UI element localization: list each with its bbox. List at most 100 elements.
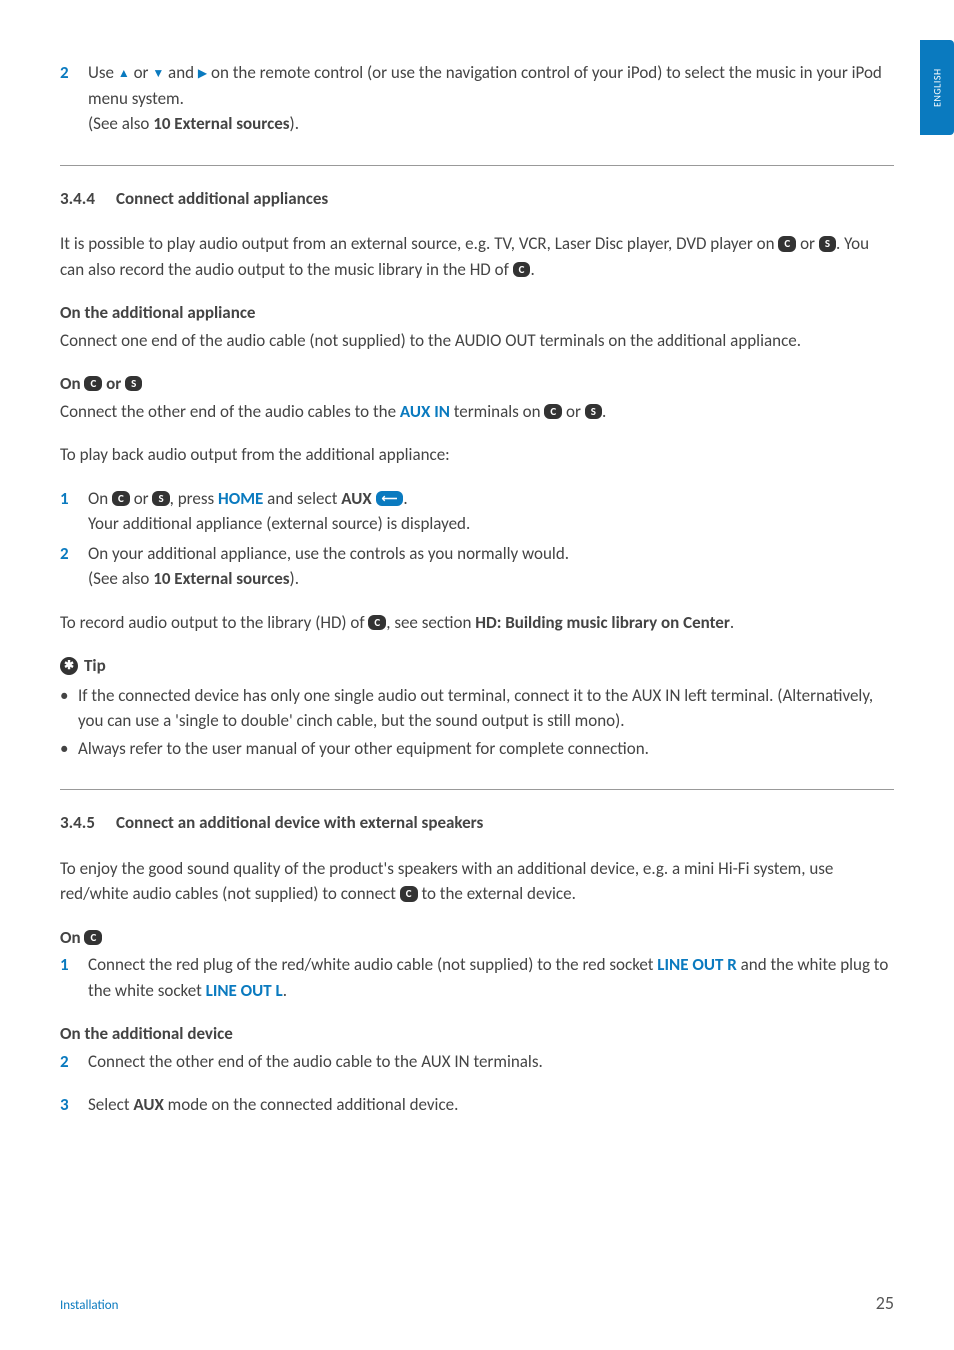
text: On <box>88 488 112 509</box>
center-chip-icon: C <box>112 491 130 506</box>
aux-chip-icon: ⟵ <box>376 491 404 506</box>
text: . <box>283 980 287 1001</box>
subsection: On C or S Connect the other end of the a… <box>60 371 894 424</box>
subsection: On the additional appliance Connect one … <box>60 300 894 353</box>
up-arrow-icon: ▲ <box>118 65 130 83</box>
station-chip-icon: S <box>819 236 836 251</box>
text: or <box>130 488 153 509</box>
step-number: 1 <box>60 486 88 537</box>
center-chip-icon: C <box>513 262 531 277</box>
xref: HD: Building music library on Center <box>475 612 730 633</box>
section-divider <box>60 789 894 790</box>
text: (See also <box>88 113 153 134</box>
step-1: 1 On C or S, press HOME and select AUX ⟵… <box>60 486 894 537</box>
text: , press <box>170 488 218 509</box>
text-line: Connect the other end of the audio cable… <box>60 399 894 425</box>
section-heading-344: 3.4.4Connect additional appliances <box>60 186 894 212</box>
aux-label: AUX <box>341 488 371 509</box>
text: Connect the other end of the audio cable… <box>60 401 400 422</box>
step-2: 2 On your additional appliance, use the … <box>60 541 894 592</box>
down-arrow-icon: ▼ <box>152 65 164 83</box>
language-tab: ENGLISH <box>920 40 954 135</box>
home-label: HOME <box>218 488 263 509</box>
text: On <box>60 373 84 394</box>
paragraph: To play back audio output from the addit… <box>60 442 894 468</box>
step-2: 2 Connect the other end of the audio cab… <box>60 1049 894 1075</box>
center-chip-icon: C <box>368 615 386 630</box>
center-chip-icon: C <box>544 404 562 419</box>
step-1: 1 Connect the red plug of the red/white … <box>60 952 894 1003</box>
text: or <box>562 401 585 422</box>
tip-text: Always refer to the user manual of your … <box>78 736 649 762</box>
right-arrow-icon: ▶ <box>198 65 207 83</box>
page-footer: Installation 25 <box>60 1292 894 1314</box>
text: , see section <box>386 612 475 633</box>
manual-page: ENGLISH 2 Use ▲ or ▼ and ▶ on the remote… <box>0 0 954 1350</box>
bullet-marker: • <box>60 736 78 762</box>
center-chip-icon: C <box>400 886 418 901</box>
text: . <box>602 401 606 422</box>
text: Connect the red plug of the red/white au… <box>88 954 657 975</box>
bullet-marker: • <box>60 683 78 734</box>
tip-bullet: • Always refer to the user manual of you… <box>60 736 894 762</box>
center-chip-icon: C <box>84 930 102 945</box>
step-number: 2 <box>60 1049 88 1075</box>
step-number: 2 <box>60 541 88 592</box>
text: ). <box>290 568 299 589</box>
text: (See also <box>88 568 153 589</box>
aux-in-label: AUX IN <box>400 401 450 422</box>
step-number: 3 <box>60 1092 88 1118</box>
text: Your additional appliance (external sour… <box>88 513 470 534</box>
text: . <box>530 259 534 280</box>
paragraph: To enjoy the good sound quality of the p… <box>60 856 894 907</box>
line-out-l-label: LINE OUT L <box>206 980 283 1001</box>
tip-label: Tip <box>84 653 106 679</box>
tip-bullet: • If the connected device has only one s… <box>60 683 894 734</box>
tip-icon: ✱ <box>60 657 78 675</box>
step-number: 1 <box>60 952 88 1003</box>
section-heading-345: 3.4.5Connect an additional device with e… <box>60 810 894 836</box>
step-body: Select AUX mode on the connected additio… <box>88 1092 894 1118</box>
text: On <box>60 927 84 948</box>
station-chip-icon: S <box>585 404 602 419</box>
xref: 10 External sources <box>153 113 289 134</box>
text: or <box>796 233 819 254</box>
subheading: On the additional device <box>60 1021 894 1047</box>
text: and <box>164 62 198 83</box>
tip-heading: ✱ Tip <box>60 653 894 679</box>
subheading: On C <box>60 925 894 951</box>
text: On your additional appliance, use the co… <box>88 543 569 564</box>
center-chip-icon: C <box>778 236 796 251</box>
text: . <box>403 488 407 509</box>
paragraph: It is possible to play audio output from… <box>60 231 894 282</box>
step-body: Connect the red plug of the red/white au… <box>88 952 894 1003</box>
step-2-top: 2 Use ▲ or ▼ and ▶ on the remote control… <box>60 60 894 137</box>
step-3: 3 Select AUX mode on the connected addit… <box>60 1092 894 1118</box>
center-chip-icon: C <box>84 376 102 391</box>
text: Select <box>88 1094 133 1115</box>
paragraph: To record audio output to the library (H… <box>60 610 894 636</box>
section-title: Connect additional appliances <box>116 188 328 209</box>
section-number: 3.4.4 <box>60 186 116 212</box>
section-title: Connect an additional device with extern… <box>116 812 483 833</box>
step-number: 2 <box>60 60 88 137</box>
text: To record audio output to the library (H… <box>60 612 368 633</box>
subheading: On C or S <box>60 371 894 397</box>
text: ). <box>290 113 299 134</box>
text: terminals on <box>450 401 544 422</box>
text: on the remote control (or use the naviga… <box>88 62 882 109</box>
subheading: On the additional appliance <box>60 300 894 326</box>
line-out-r-label: LINE OUT R <box>657 954 736 975</box>
section-number: 3.4.5 <box>60 810 116 836</box>
step-body: Use ▲ or ▼ and ▶ on the remote control (… <box>88 60 894 137</box>
text: Use <box>88 62 118 83</box>
text <box>372 488 376 509</box>
step-body: On your additional appliance, use the co… <box>88 541 894 592</box>
station-chip-icon: S <box>152 491 169 506</box>
tip-text: If the connected device has only one sin… <box>78 683 894 734</box>
page-number: 25 <box>876 1292 894 1314</box>
text: mode on the connected additional device. <box>164 1094 459 1115</box>
section-divider <box>60 165 894 166</box>
text: and select <box>263 488 341 509</box>
text: or <box>102 373 125 394</box>
